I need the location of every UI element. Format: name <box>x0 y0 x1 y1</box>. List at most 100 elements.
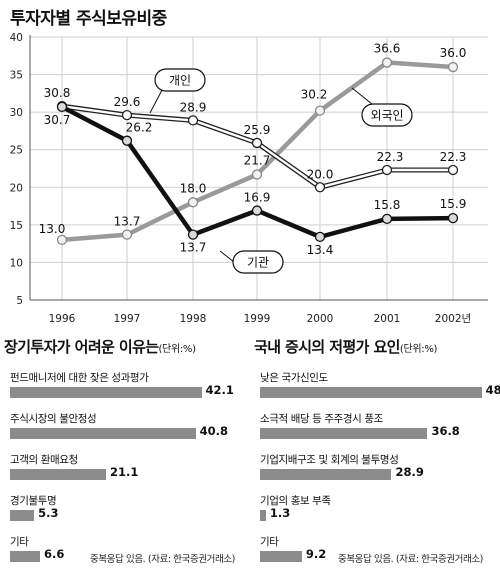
bar-value-label: 1.3 <box>269 506 291 520</box>
bar-chart-undervaluation: 국내 증시의 저평가 요인(단위:%) 낮은 국가신인도 48.7 소극적 배당 등… <box>254 336 500 562</box>
bar-category-label: 경기불투명 <box>10 495 57 507</box>
data-point-institutional <box>447 212 459 224</box>
bar-row: 기업의 홍보 부족 1.3 <box>254 493 496 533</box>
data-label-individual: 30.8 <box>44 86 71 100</box>
data-point-institutional <box>121 135 133 146</box>
bar-value-label: 42.1 <box>205 383 234 397</box>
data-point-foreign <box>381 57 393 68</box>
data-point-individual <box>121 109 133 121</box>
bar-value-label: 6.6 <box>44 547 65 561</box>
bar <box>260 469 392 480</box>
legend-label-institutional-bubble <box>232 250 284 274</box>
data-label-institutional: 15.9 <box>440 197 467 211</box>
data-point-institutional <box>187 229 199 240</box>
data-label-foreign: 13.0 <box>39 222 66 236</box>
legend-label-individual-leader <box>149 89 163 114</box>
x-tick-label: 1997 <box>114 313 141 325</box>
x-tick-label: 2000 <box>307 313 334 325</box>
data-point-individual <box>381 164 393 176</box>
bar-category-label: 펀드매니저에 대한 잦은 성과평가 <box>10 372 149 384</box>
legend-label-foreign-bubble <box>361 103 413 127</box>
y-tick-label: 40 <box>10 32 23 44</box>
bar-row: 주식시장의 불안정성 40.8 <box>4 411 246 451</box>
data-point-foreign <box>447 61 459 73</box>
data-label-foreign: 13.7 <box>114 215 141 229</box>
data-point-foreign <box>251 169 263 180</box>
bar <box>260 510 266 521</box>
x-tick-label: 1998 <box>180 313 207 325</box>
bar <box>260 551 302 562</box>
data-point-institutional <box>56 101 68 113</box>
bar-chart-long-term-investment: 장기투자가 어려운 이유는(단위:%) 펀드매니저에 대한 잦은 성과평가 42.… <box>4 336 246 562</box>
data-point-foreign <box>314 105 326 116</box>
bar <box>260 428 428 439</box>
bar-category-label: 고객의 환매요청 <box>10 454 78 466</box>
bar-value-label: 40.8 <box>199 424 228 438</box>
bar-row: 기타 6.6 <box>4 534 246 574</box>
data-point-foreign <box>56 234 68 246</box>
bar-row: 소극적 배당 등 주주경시 풍조 36.8 <box>254 411 496 451</box>
legend-label-institutional-leader <box>219 250 235 263</box>
bar-value-label: 21.1 <box>110 465 139 479</box>
legend-label-foreign-leader <box>351 87 373 105</box>
data-label-individual: 20.0 <box>307 167 334 181</box>
bar-chart-unit: (단위:%) <box>399 344 438 355</box>
data-point-institutional <box>314 231 326 243</box>
bar-chart-title-left: 장기투자가 어려운 이유는(단위:%) <box>4 336 246 357</box>
bar-category-label: 기업지배구조 및 회계의 불투명성 <box>260 454 399 466</box>
bar-row: 낮은 국가신인도 48.7 <box>254 370 500 410</box>
bar-row: 펀드매니저에 대한 잦은 성과평가 42.1 <box>4 370 246 410</box>
data-label-individual: 25.9 <box>244 123 271 137</box>
data-label-individual: 22.3 <box>440 150 467 164</box>
bar-value-label: 36.8 <box>431 424 460 438</box>
data-label-institutional: 13.7 <box>180 241 207 255</box>
bar-value-label: 48.7 <box>485 383 500 397</box>
data-point-institutional <box>251 205 263 216</box>
data-point-institutional <box>381 213 393 224</box>
y-tick-label: 25 <box>10 145 23 157</box>
footnote-left: 중복응답 있음. (자료: 한국증권거래소) <box>90 554 235 565</box>
data-label-foreign: 18.0 <box>180 181 207 195</box>
data-label-institutional: 26.2 <box>126 121 153 135</box>
data-label-foreign: 36.6 <box>374 42 401 56</box>
bar-row: 고객의 환매요청 21.1 <box>4 452 246 492</box>
bar <box>260 387 482 398</box>
y-tick-label: 15 <box>10 220 23 232</box>
bar <box>10 510 35 521</box>
legend-label-foreign: 외국인 <box>370 109 403 123</box>
data-label-institutional: 15.8 <box>374 198 401 212</box>
bar-category-label: 낮은 국가신인도 <box>260 372 328 384</box>
x-tick-label: 2002년 <box>435 313 471 325</box>
bar-category-label: 기업의 홍보 부족 <box>260 495 331 507</box>
bar-chart-unit: (단위:%) <box>158 344 196 355</box>
data-point-foreign <box>187 197 199 208</box>
data-label-institutional: 30.7 <box>44 113 71 127</box>
bar-category-label: 기타 <box>260 536 279 548</box>
footnote-right: 중복응답 있음. (자료: 한국증권거래소) <box>338 554 483 565</box>
y-tick-label: 20 <box>10 182 23 194</box>
data-label-institutional: 13.4 <box>307 243 334 257</box>
data-point-individual <box>447 164 459 176</box>
data-point-foreign <box>121 229 133 240</box>
bar-value-label: 28.9 <box>395 465 424 479</box>
chart-title: 투자자별 주식보유비중 <box>10 9 167 29</box>
data-point-individual <box>314 182 326 193</box>
bar-chart-title-text: 국내 증시의 저평가 요인 <box>254 338 400 356</box>
data-point-individual <box>251 137 263 149</box>
bar-category-label: 소극적 배당 등 주주경시 풍조 <box>260 413 383 425</box>
data-label-foreign: 36.0 <box>440 46 467 60</box>
bar <box>10 469 106 480</box>
y-tick-label: 5 <box>16 295 23 307</box>
x-tick-label: 1996 <box>49 313 76 325</box>
bar-row: 경기불투명 5.3 <box>4 493 246 533</box>
x-tick-label: 1999 <box>244 313 271 325</box>
data-label-foreign: 21.7 <box>244 154 271 168</box>
data-label-individual: 29.6 <box>114 95 141 109</box>
legend-label-individual-bubble <box>154 68 206 92</box>
bar-value-label: 9.2 <box>305 547 327 561</box>
legend-label-institutional: 기관 <box>247 256 269 270</box>
y-tick-label: 30 <box>10 107 23 119</box>
bar-category-label: 주식시장의 불안정성 <box>10 413 97 425</box>
legend-label-individual: 개인 <box>169 74 191 88</box>
bar-row: 기업지배구조 및 회계의 불투명성 28.9 <box>254 452 496 492</box>
